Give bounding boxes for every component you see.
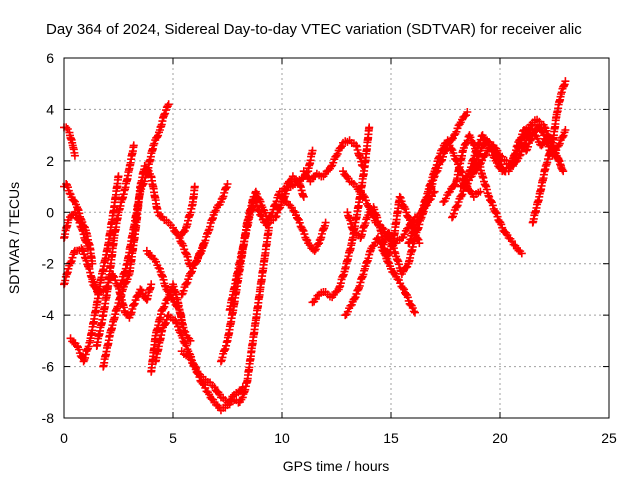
data-marks [60,77,570,415]
x-tick-label: 10 [274,430,290,446]
data-point [480,151,489,160]
y-axis-title: SDTVAR / TECUs [6,182,22,294]
data-point-cluster [178,183,231,298]
data-point [448,213,457,222]
y-tick-label: 2 [46,153,54,169]
data-point-cluster [523,123,569,158]
data-point-cluster [93,143,138,349]
data-point-cluster [60,210,92,251]
data-point-cluster [117,102,172,288]
series-trace-15 [177,180,232,299]
x-tick-label: 25 [601,430,617,446]
data-point-cluster [170,183,199,239]
data-point [557,162,566,170]
series-trace-5 [66,172,123,366]
series-trace-7 [92,141,138,350]
series-trace-18 [225,146,317,314]
series-trace-13 [169,182,199,242]
series-trace-9 [116,100,173,289]
x-axis-title: GPS time / hours [283,458,390,474]
data-point-cluster [147,282,186,375]
data-point-cluster [279,195,329,254]
series-trace-4 [60,208,92,253]
y-tick-label: 6 [46,50,54,66]
series-trace-1 [60,123,79,160]
grid [64,58,609,418]
chart-title: Day 364 of 2024, Sidereal Day-to-day VTE… [46,21,582,38]
x-tick-label: 5 [169,430,177,446]
data-point-cluster [342,235,418,319]
series-trace-19 [278,192,330,255]
series-trace-11 [147,280,186,376]
x-tick-label: 15 [383,430,399,446]
series-trace-23 [341,234,419,320]
series-trace-32 [522,120,570,160]
y-tick-label: -4 [42,307,55,323]
x-tick-label: 0 [60,430,68,446]
data-point-cluster [301,137,366,183]
tick-labels: 0 5 10 15 20 25 -8 -6 -4 -2 0 2 4 6 [42,50,617,446]
series-trace-31 [528,77,570,227]
data-point-cluster [529,80,569,226]
data-point-cluster [179,226,273,412]
series-trace-27 [439,131,526,258]
data-point [410,308,419,317]
y-tick-label: 0 [46,204,54,220]
data-point [199,241,208,250]
x-tick-label: 20 [492,430,508,446]
y-tick-label: 4 [46,101,54,117]
data-point-cluster [63,125,79,157]
plot-frame [63,57,610,419]
series-trace-14 [177,223,273,415]
series-trace-16 [175,234,208,271]
y-tick-label: -6 [42,359,55,375]
data-point-cluster [176,237,207,270]
y-tick-label: -8 [42,410,55,426]
ticks [63,57,610,419]
data-point [554,141,563,150]
y-tick-label: -2 [42,256,55,272]
series-trace-26 [404,136,485,248]
